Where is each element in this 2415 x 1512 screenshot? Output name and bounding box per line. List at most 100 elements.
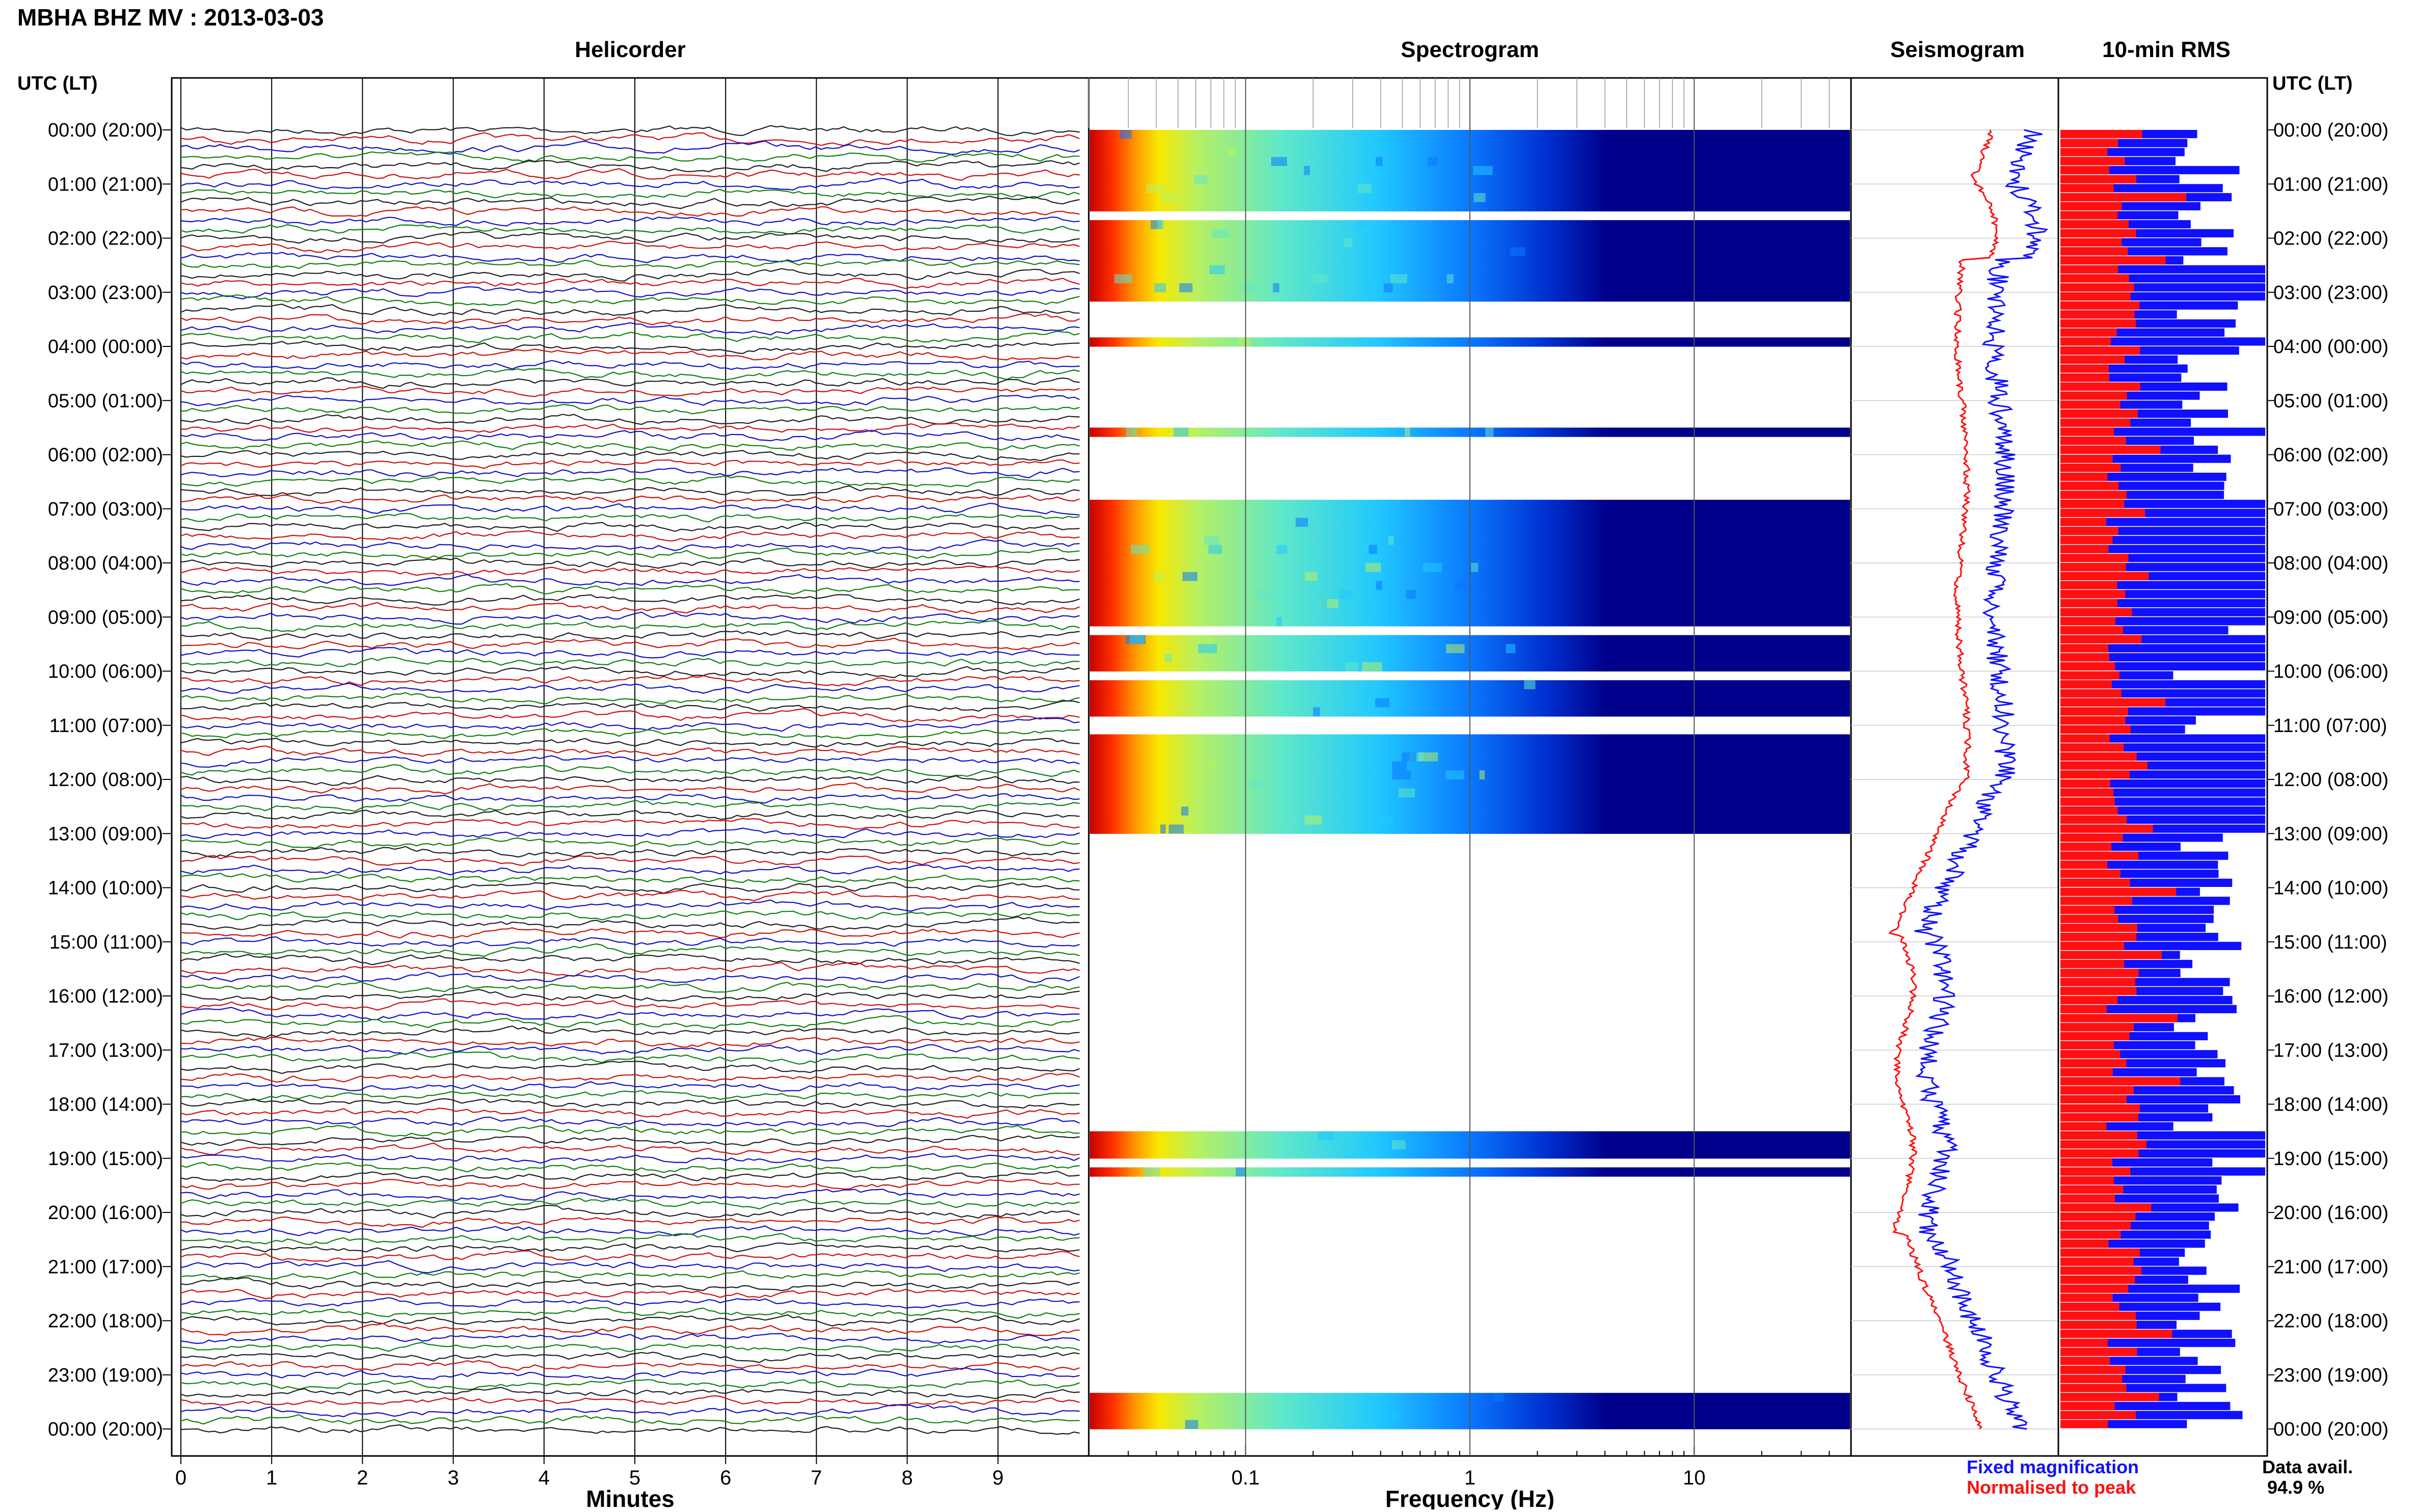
spectrogram-speckle: [1339, 590, 1353, 599]
rms-normalised-bar: [2060, 1050, 2121, 1059]
spectrogram-speckle: [1402, 752, 1417, 762]
helicorder-trace: [180, 206, 1080, 217]
utc-label-left: UTC (LT): [17, 73, 98, 94]
helicorder-trace: [180, 1403, 1080, 1418]
helicorder-trace: [180, 322, 1080, 336]
rms-normalised-bar: [2060, 355, 2125, 364]
time-label-right: 15:00 (11:00): [2273, 932, 2387, 953]
spectrogram-speckle: [1357, 220, 1367, 229]
helicorder-trace: [180, 1360, 1080, 1371]
time-label-right: 12:00 (08:00): [2273, 769, 2389, 791]
helicorder-trace: [180, 259, 1080, 269]
rms-normalised-bar: [2060, 1203, 2152, 1212]
helicorder-trace: [180, 782, 1080, 795]
rms-normalised-bar: [2060, 166, 2109, 175]
rms-normalised-bar: [2060, 887, 2177, 896]
time-label-right: 22:00 (18:00): [2273, 1311, 2389, 1332]
time-label-right: 21:00 (17:00): [2273, 1256, 2389, 1278]
rms-normalised-bar: [2060, 815, 2127, 824]
rms-normalised-bar: [2060, 1303, 2119, 1311]
seismogram-panel: [1850, 77, 2059, 1457]
rms-panel: [2057, 77, 2268, 1457]
helicorder-trace: [180, 231, 1080, 244]
rms-normalised-bar: [2060, 716, 2126, 725]
helicorder-trace: [180, 916, 1080, 930]
spectrogram-speckle: [1369, 283, 1380, 292]
helicorder-x-tick-label: 1: [266, 1467, 277, 1489]
helicorder-trace: [180, 981, 1080, 993]
helicorder-trace: [180, 386, 1080, 397]
helicorder-trace: [180, 268, 1080, 282]
spectrogram-speckle: [1473, 166, 1493, 175]
helicorder-trace: [180, 277, 1080, 289]
rms-normalised-bar: [2060, 364, 2109, 373]
spectrogram-speckle: [1318, 1131, 1334, 1141]
time-label-right: 04:00 (00:00): [2273, 336, 2389, 358]
rms-normalised-bar: [2060, 346, 2140, 355]
rms-normalised-bar: [2060, 508, 2145, 517]
rms-normalised-bar: [2060, 860, 2108, 869]
helicorder-trace: [180, 793, 1080, 804]
rms-normalised-bar: [2060, 581, 2117, 589]
time-label-left: 14:00 (10:00): [48, 878, 163, 899]
spectrogram-x-label: Frequency (Hz): [1385, 1486, 1554, 1509]
time-label-right: 19:00 (15:00): [2273, 1148, 2389, 1170]
spectrogram-speckle: [1256, 590, 1275, 599]
helicorder-trace: [180, 1090, 1080, 1101]
helicorder-trace: [180, 602, 1080, 614]
helicorder-trace: [180, 367, 1080, 381]
rms-normalised-bar: [2060, 1374, 2123, 1383]
spectrogram-speckle: [1275, 824, 1293, 834]
helicorder-trace: [180, 1125, 1080, 1137]
rms-normalised-bar: [2060, 148, 2108, 156]
helicorder-trace: [180, 1036, 1080, 1048]
helicorder-title: Helicorder: [575, 37, 686, 62]
helicorder-trace: [180, 348, 1080, 361]
spectrogram-speckle: [1418, 752, 1438, 762]
helicorder-trace: [180, 818, 1080, 830]
helicorder-trace: [180, 1025, 1080, 1039]
rms-normalised-bar: [2060, 671, 2119, 680]
spectrogram-speckle: [1369, 545, 1377, 554]
rms-normalised-bar: [2060, 806, 2118, 815]
helicorder-trace: [180, 755, 1080, 768]
rms-normalised-bar: [2060, 770, 2130, 779]
helicorder-trace: [180, 989, 1080, 1002]
rms-normalised-bar: [2060, 1014, 2178, 1022]
spectrogram-speckle: [1321, 599, 1327, 608]
helicorder-trace: [180, 683, 1080, 694]
spectrogram-speckle: [1278, 427, 1286, 437]
rms-normalised-bar: [2060, 238, 2122, 247]
helicorder-trace: [180, 178, 1080, 191]
helicorder-trace: [180, 125, 1080, 137]
rms-normalised-bar: [2060, 996, 2118, 1005]
helicorder-x-tick-label: 7: [811, 1467, 822, 1489]
helicorder-trace: [180, 889, 1080, 902]
rms-normalised-bar: [2060, 1311, 2136, 1320]
helicorder-trace: [180, 252, 1080, 263]
helicorder-trace: [180, 224, 1080, 235]
helicorder-trace: [180, 827, 1080, 840]
rms-normalised-bar: [2060, 1366, 2126, 1374]
spectrogram-speckle: [1304, 572, 1318, 581]
data-avail-value: 94.9 %: [2267, 1477, 2324, 1498]
helicorder-x-tick-label: 5: [629, 1467, 640, 1489]
rms-normalised-bar: [2060, 878, 2130, 887]
helicorder-trace: [180, 1233, 1080, 1246]
helicorder-trace: [180, 216, 1080, 227]
rms-normalised-bar: [2060, 689, 2122, 698]
spectrogram-speckle: [1428, 157, 1437, 166]
helicorder-trace: [180, 1260, 1080, 1274]
rms-normalised-bar: [2060, 617, 2116, 626]
time-label-left: 13:00 (09:00): [48, 823, 163, 845]
time-label-left: 22:00 (18:00): [48, 1311, 163, 1332]
rms-normalised-bar: [2060, 202, 2122, 210]
rms-normalised-bar: [2060, 527, 2118, 535]
time-label-left: 00:00 (20:00): [48, 120, 163, 141]
helicorder-trace: [180, 1395, 1080, 1407]
helicorder-trace: [180, 1379, 1080, 1390]
rms-normalised-bar: [2060, 229, 2136, 237]
rms-normalised-bar: [2060, 1284, 2129, 1293]
spectrogram-x-tick-label: 10: [1683, 1467, 1706, 1489]
rms-normalised-bar: [2060, 518, 2107, 526]
